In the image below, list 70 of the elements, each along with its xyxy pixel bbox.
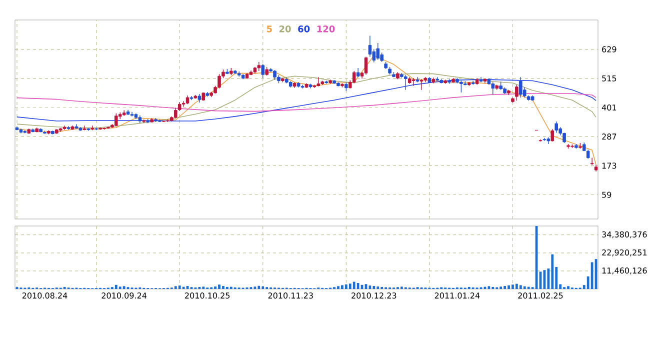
bar (341, 285, 344, 289)
bar (523, 286, 526, 289)
text: 60 (298, 26, 310, 32)
bar (214, 286, 216, 289)
candlestick (515, 84, 518, 101)
bar (174, 286, 177, 289)
candlestick (404, 74, 408, 90)
bar (218, 284, 220, 289)
y-tick-label: 629 (602, 46, 616, 52)
bar (122, 286, 126, 289)
line-series (16, 73, 596, 128)
candlestick (352, 70, 356, 84)
candlestick (460, 80, 463, 93)
bar (488, 286, 490, 289)
bar (262, 286, 264, 289)
x-tick-label: 2010.11.23 (268, 292, 313, 299)
candlestick (412, 78, 416, 86)
bar (114, 284, 118, 289)
text: 5 (266, 26, 272, 32)
bar (519, 285, 522, 289)
bar (567, 286, 570, 289)
candlestick (554, 121, 558, 134)
candlestick (380, 52, 384, 62)
bar (348, 284, 352, 289)
bar (222, 286, 224, 289)
bar (258, 286, 260, 289)
candlestick (364, 56, 368, 75)
x-tick-label: 2010.10.25 (185, 292, 230, 299)
candlestick (261, 64, 265, 79)
bar (512, 284, 514, 289)
bar (352, 282, 356, 289)
candlestick (273, 70, 276, 80)
text: 120 (317, 26, 335, 32)
candlestick (420, 78, 424, 90)
candlestick (519, 76, 522, 98)
bar (504, 286, 506, 289)
x-tick-label: 2010.09.24 (102, 292, 147, 299)
y-tick-label: 11,460,126 (602, 267, 647, 274)
candlestick (471, 80, 475, 86)
candlestick (368, 35, 372, 58)
y-tick-label: 287 (602, 134, 616, 140)
candlestick (257, 61, 261, 72)
candlestick (114, 113, 118, 126)
bar (551, 254, 554, 289)
y-tick-label: 515 (602, 75, 616, 82)
bar (344, 284, 348, 289)
candlestick (376, 42, 380, 60)
candlestick (491, 82, 495, 95)
x-tick-label: 2010.12.23 (352, 292, 396, 299)
x-tick-label: 2011.02.25 (518, 292, 563, 299)
y-tick-label: 173 (602, 162, 616, 169)
y-tick-label: 401 (602, 104, 616, 111)
candlestick (316, 76, 320, 87)
x-tick-label: 2010.08.24 (22, 292, 68, 299)
bar (376, 286, 380, 289)
y-tick-label: 34,380,376 (602, 231, 647, 238)
candlestick (130, 111, 134, 117)
bar (337, 286, 340, 289)
y-tick-label: 22,920,251 (602, 249, 647, 256)
candlestick (590, 157, 594, 166)
bar (372, 286, 376, 289)
bar (178, 286, 181, 289)
y-tick-label: 59 (602, 192, 612, 198)
bar (508, 285, 510, 289)
x-tick-label: 2011.01.24 (434, 292, 480, 299)
bar (516, 284, 518, 289)
candlestick (550, 128, 554, 142)
text: 20 (279, 26, 291, 32)
candlestick (82, 125, 86, 131)
candlestick (356, 68, 360, 78)
